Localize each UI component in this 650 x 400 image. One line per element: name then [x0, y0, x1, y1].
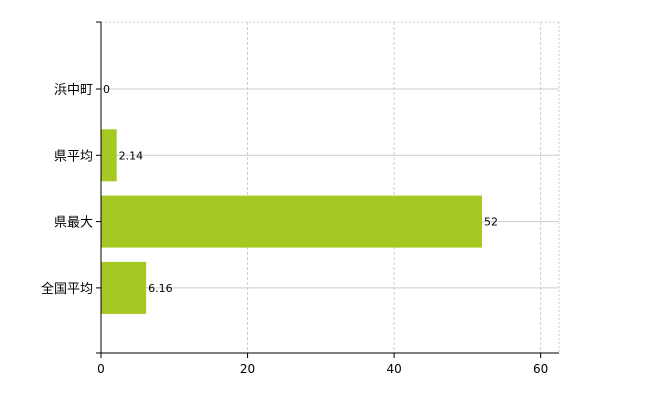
- x-tick-label: 0: [97, 362, 105, 376]
- bar: [101, 261, 147, 314]
- category-label: 浜中町: [54, 83, 93, 98]
- data-label: 52: [484, 216, 498, 229]
- x-tick-label: 60: [533, 362, 548, 376]
- bar: [101, 195, 483, 248]
- x-tick-label: 40: [386, 362, 401, 376]
- x-tick-label: 20: [240, 362, 255, 376]
- category-label: 県平均: [54, 149, 93, 164]
- bar: [101, 129, 117, 182]
- data-label: 2.14: [119, 149, 143, 162]
- category-label: 全国平均: [41, 281, 93, 297]
- category-label: 県最大: [54, 216, 93, 231]
- data-label: 0: [103, 83, 110, 96]
- data-label: 6.16: [148, 282, 173, 295]
